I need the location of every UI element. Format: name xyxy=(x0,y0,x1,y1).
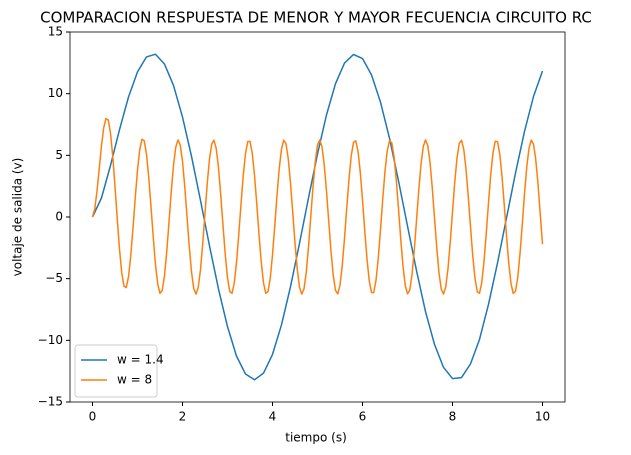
x-tick-label: 10 xyxy=(535,410,550,424)
y-tick-label: 15 xyxy=(48,25,63,39)
line-series xyxy=(91,53,544,381)
x-axis-label: tiempo (s) xyxy=(285,431,347,445)
plot-frame xyxy=(69,31,566,403)
line-series xyxy=(91,117,544,295)
y-tick-label: 10 xyxy=(48,86,63,100)
y-tick-label: 0 xyxy=(55,210,63,224)
y-tick-label: 5 xyxy=(55,148,63,162)
y-tick-label: −5 xyxy=(45,271,63,285)
legend-label: w = 1.4 xyxy=(117,353,164,367)
y-tick-label: −10 xyxy=(38,333,63,347)
x-tick-label: 8 xyxy=(449,410,457,424)
chart-title: COMPARACION RESPUESTA DE MENOR Y MAYOR F… xyxy=(40,9,592,27)
x-tick-label: 4 xyxy=(269,410,277,424)
legend-box xyxy=(74,344,158,398)
x-tick-label: 2 xyxy=(179,410,187,424)
legend-label: w = 8 xyxy=(117,373,152,387)
x-tick-label: 0 xyxy=(89,410,97,424)
y-tick-label: −15 xyxy=(38,395,63,409)
y-axis-label: voltaje de salida (v) xyxy=(11,158,25,277)
x-tick-label: 6 xyxy=(359,410,367,424)
